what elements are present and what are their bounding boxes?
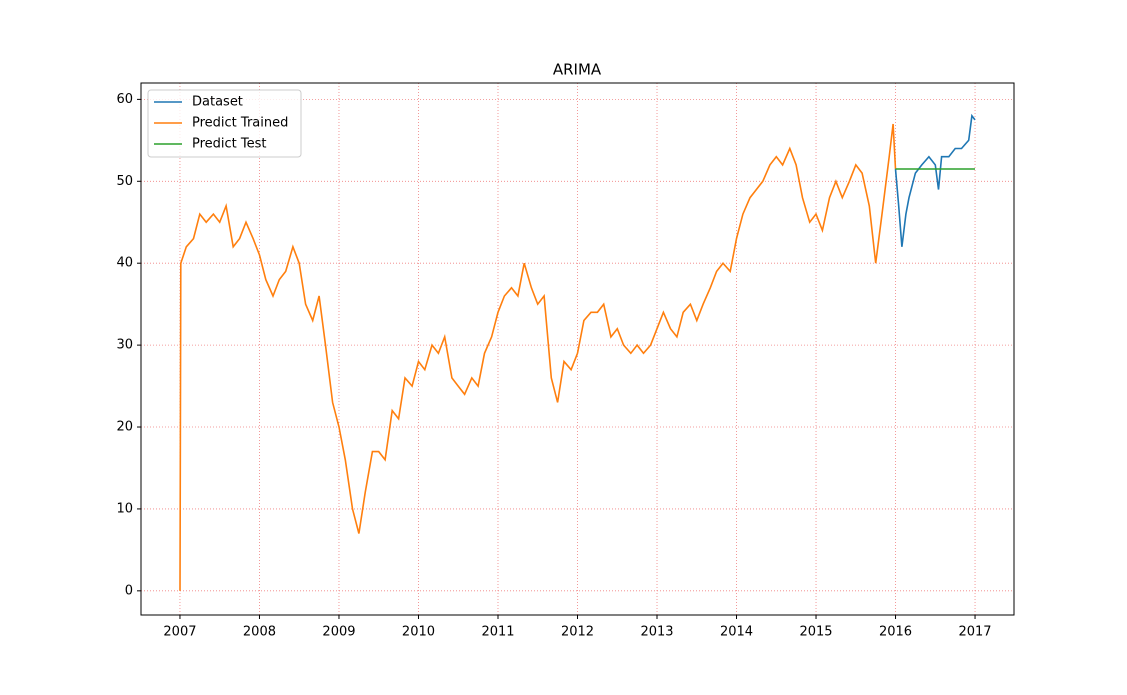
chart-title: ARIMA bbox=[553, 61, 602, 79]
y-tick-label: 10 bbox=[116, 501, 133, 516]
y-tick-label: 60 bbox=[116, 92, 133, 107]
series-line bbox=[894, 113, 976, 247]
x-tick-label: 2008 bbox=[243, 625, 276, 640]
legend-box bbox=[147, 89, 302, 158]
y-tick-label: 50 bbox=[116, 174, 133, 189]
x-tick-label: 2011 bbox=[481, 625, 514, 640]
x-tick-label: 2016 bbox=[879, 625, 912, 640]
y-tick-label: 40 bbox=[116, 256, 133, 271]
x-tick-label: 2009 bbox=[322, 625, 355, 640]
plot-frame bbox=[140, 82, 1015, 616]
legend-label: Predict Test bbox=[192, 137, 267, 152]
x-tick-label: 2014 bbox=[720, 625, 753, 640]
y-tick-label: 20 bbox=[116, 420, 133, 435]
legend-label: Dataset bbox=[192, 95, 243, 110]
x-tick-label: 2012 bbox=[561, 625, 594, 640]
x-tick-label: 2010 bbox=[402, 625, 435, 640]
legend-label: Predict Trained bbox=[192, 116, 288, 131]
x-tick-label: 2015 bbox=[799, 625, 832, 640]
y-tick-label: 0 bbox=[125, 583, 133, 598]
x-tick-label: 2013 bbox=[640, 625, 673, 640]
x-tick-label: 2017 bbox=[958, 625, 991, 640]
y-tick-label: 30 bbox=[116, 338, 133, 353]
legend: Dataset Predict Trained Predict Test bbox=[147, 89, 302, 158]
series-line bbox=[179, 123, 897, 591]
x-tick-label: 2007 bbox=[163, 625, 196, 640]
